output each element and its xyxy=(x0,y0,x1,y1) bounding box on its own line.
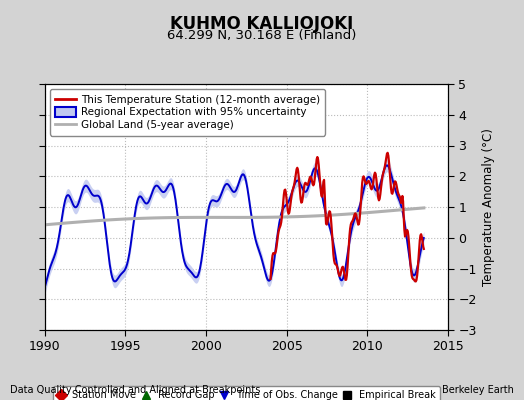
Text: Data Quality Controlled and Aligned at Breakpoints: Data Quality Controlled and Aligned at B… xyxy=(10,385,261,395)
Legend: Station Move, Record Gap, Time of Obs. Change, Empirical Break: Station Move, Record Gap, Time of Obs. C… xyxy=(53,386,440,400)
Text: 64.299 N, 30.168 E (Finland): 64.299 N, 30.168 E (Finland) xyxy=(167,30,357,42)
Y-axis label: Temperature Anomaly (°C): Temperature Anomaly (°C) xyxy=(483,128,495,286)
Text: Berkeley Earth: Berkeley Earth xyxy=(442,385,514,395)
Text: KUHMO KALLIOJOKI: KUHMO KALLIOJOKI xyxy=(170,15,354,33)
